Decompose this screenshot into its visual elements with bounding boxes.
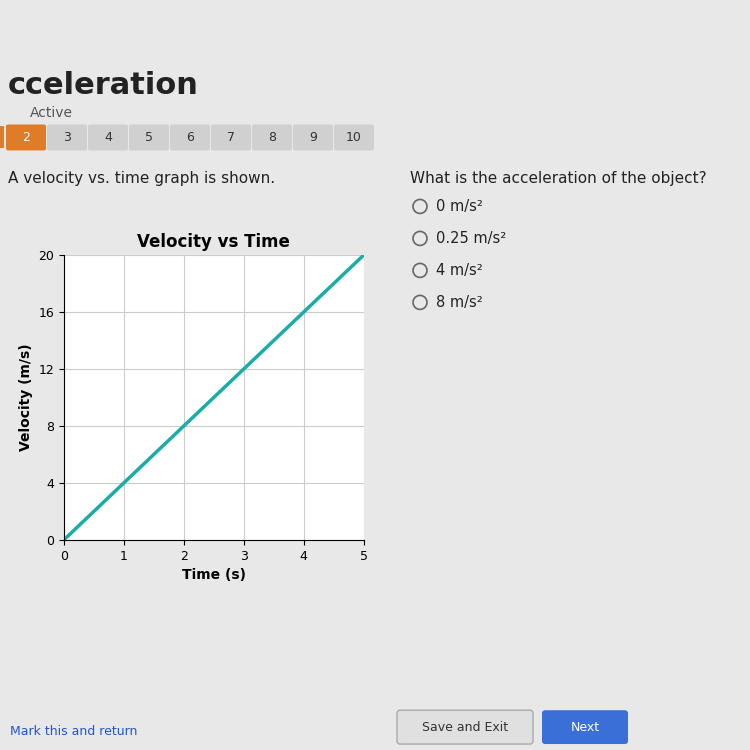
FancyBboxPatch shape [6, 124, 46, 151]
Text: What is the acceleration of the object?: What is the acceleration of the object? [410, 172, 706, 187]
Text: Mark this and return: Mark this and return [10, 725, 137, 738]
Text: 4 m/s²: 4 m/s² [436, 263, 483, 278]
Text: 9: 9 [309, 131, 317, 144]
FancyBboxPatch shape [542, 710, 628, 744]
Text: 0 m/s²: 0 m/s² [436, 199, 483, 214]
Text: 4: 4 [104, 131, 112, 144]
FancyBboxPatch shape [88, 124, 128, 151]
FancyBboxPatch shape [334, 124, 374, 151]
Text: A velocity vs. time graph is shown.: A velocity vs. time graph is shown. [8, 172, 275, 187]
Text: 0.25 m/s²: 0.25 m/s² [436, 231, 506, 246]
FancyBboxPatch shape [397, 710, 533, 744]
Text: Active: Active [30, 106, 73, 121]
Text: 8: 8 [268, 131, 276, 144]
Text: 5: 5 [145, 131, 153, 144]
Text: 6: 6 [186, 131, 194, 144]
Text: 10: 10 [346, 131, 362, 144]
Text: 3: 3 [63, 131, 71, 144]
Text: 7: 7 [227, 131, 235, 144]
Y-axis label: Velocity (m/s): Velocity (m/s) [19, 344, 32, 452]
X-axis label: Time (s): Time (s) [182, 568, 246, 582]
FancyBboxPatch shape [211, 124, 251, 151]
FancyBboxPatch shape [293, 124, 333, 151]
Title: Velocity vs Time: Velocity vs Time [137, 232, 290, 250]
FancyBboxPatch shape [0, 127, 4, 148]
FancyBboxPatch shape [252, 124, 292, 151]
Text: Next: Next [571, 721, 599, 734]
Text: 2: 2 [22, 131, 30, 144]
Text: 8 m/s²: 8 m/s² [436, 295, 483, 310]
FancyBboxPatch shape [129, 124, 169, 151]
Text: Save and Exit: Save and Exit [422, 721, 508, 734]
FancyBboxPatch shape [47, 124, 87, 151]
Text: cceleration: cceleration [8, 71, 199, 100]
FancyBboxPatch shape [170, 124, 210, 151]
